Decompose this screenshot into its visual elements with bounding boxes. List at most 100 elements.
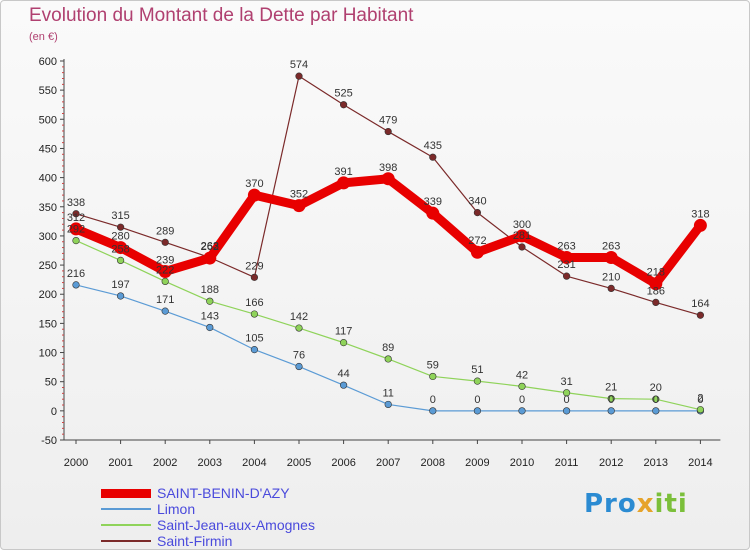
data-label: 263 [201,240,219,252]
data-label: 186 [647,285,665,297]
data-point [384,127,392,136]
legend-item: Saint-Firmin [101,533,421,549]
x-tick-label: 2004 [242,457,266,469]
data-point [295,362,303,371]
data-label: 263 [602,240,620,252]
y-tick-label: 200 [39,289,57,301]
data-label: 312 [67,212,85,224]
legend-label: Saint-Jean-aux-Amognes [157,517,315,533]
data-label: 338 [67,197,85,209]
data-label: 143 [201,310,219,322]
data-point [69,222,83,236]
data-point [429,153,437,161]
data-point [250,273,258,281]
legend-label: Saint-Firmin [157,533,233,549]
data-label: 76 [293,350,305,362]
legend-item: SAINT-BENIN-D'AZY [101,485,421,501]
data-label: 20 [650,382,662,394]
data-point [161,307,169,315]
data-point [652,298,660,306]
data-point [72,210,80,218]
data-point [473,377,482,385]
data-label: 31 [560,376,572,388]
chart-subtitle: (en €) [29,31,58,43]
data-label: 171 [156,294,174,306]
data-label: 391 [334,166,352,178]
data-point [696,406,705,414]
data-label: 280 [111,231,129,243]
data-point [607,395,615,403]
data-label: 197 [111,279,129,291]
data-label: 479 [379,115,397,127]
data-label: 318 [691,208,709,220]
data-label: 0 [474,394,480,406]
x-tick-label: 2007 [376,457,400,469]
data-point [72,236,80,245]
data-point [560,250,574,264]
data-label: 281 [513,230,531,242]
y-tick-label: 500 [39,114,57,126]
y-tick-label: 400 [39,173,57,185]
data-label: 218 [647,267,665,279]
x-tick-label: 2012 [599,457,623,469]
data-point [158,264,172,278]
data-label: 222 [156,264,174,276]
chart-title: Evolution du Montant de la Dette par Hab… [29,5,414,26]
legend-item: Limon [101,501,421,517]
x-tick-label: 2006 [331,457,355,469]
data-point [295,324,303,332]
data-point [116,256,125,265]
data-label: 21 [605,382,617,394]
data-label: 229 [245,260,263,272]
data-point [161,277,169,286]
x-tick-label: 2014 [688,457,712,469]
data-label: 44 [337,368,349,380]
data-point [206,297,214,305]
logo: Proxiti [584,489,688,519]
data-point [116,292,125,300]
data-point [696,311,705,319]
data-point [161,238,169,246]
data-label: 239 [156,254,174,266]
x-tick-label: 2005 [287,457,311,469]
y-tick-label: 600 [39,56,57,68]
y-tick-label: 100 [39,348,57,360]
x-tick-label: 2000 [64,457,88,469]
y-tick-label: 50 [45,377,57,389]
data-point [429,407,437,415]
x-tick-label: 2009 [465,457,489,469]
y-tick-label: -50 [41,435,57,447]
y-tick-label: 0 [51,406,57,418]
legend-label: Limon [157,501,196,517]
data-point [518,407,526,415]
data-label: 398 [379,162,397,174]
data-label: 59 [427,359,439,371]
data-label: 292 [67,224,85,236]
legend: SAINT-BENIN-D'AZY Limon Saint-Jean-aux-Amo… [101,485,421,549]
data-label: 89 [382,342,394,354]
data-point [250,346,258,354]
data-label: 117 [335,326,353,338]
x-tick-label: 2010 [510,457,534,469]
data-label: 42 [516,369,528,381]
data-point [340,339,348,347]
data-label: 166 [245,297,263,309]
data-label: 210 [602,271,620,283]
legend-item: Saint-Jean-aux-Amognes [101,517,421,533]
data-label: 188 [201,284,219,296]
logo-part-1: Pro [584,489,637,519]
data-point [292,199,306,213]
data-point [381,172,395,186]
data-point [470,245,484,259]
data-label: 258 [111,243,129,255]
x-tick-label: 2013 [644,457,668,469]
x-tick-label: 2001 [108,457,132,469]
y-tick-label: 250 [39,260,57,272]
legend-swatch [101,508,151,510]
logo-part-3: iti [654,489,688,519]
data-label: 231 [557,259,575,271]
data-label: 0 [564,394,570,406]
data-label: 272 [468,235,486,247]
data-label: 574 [290,59,308,71]
